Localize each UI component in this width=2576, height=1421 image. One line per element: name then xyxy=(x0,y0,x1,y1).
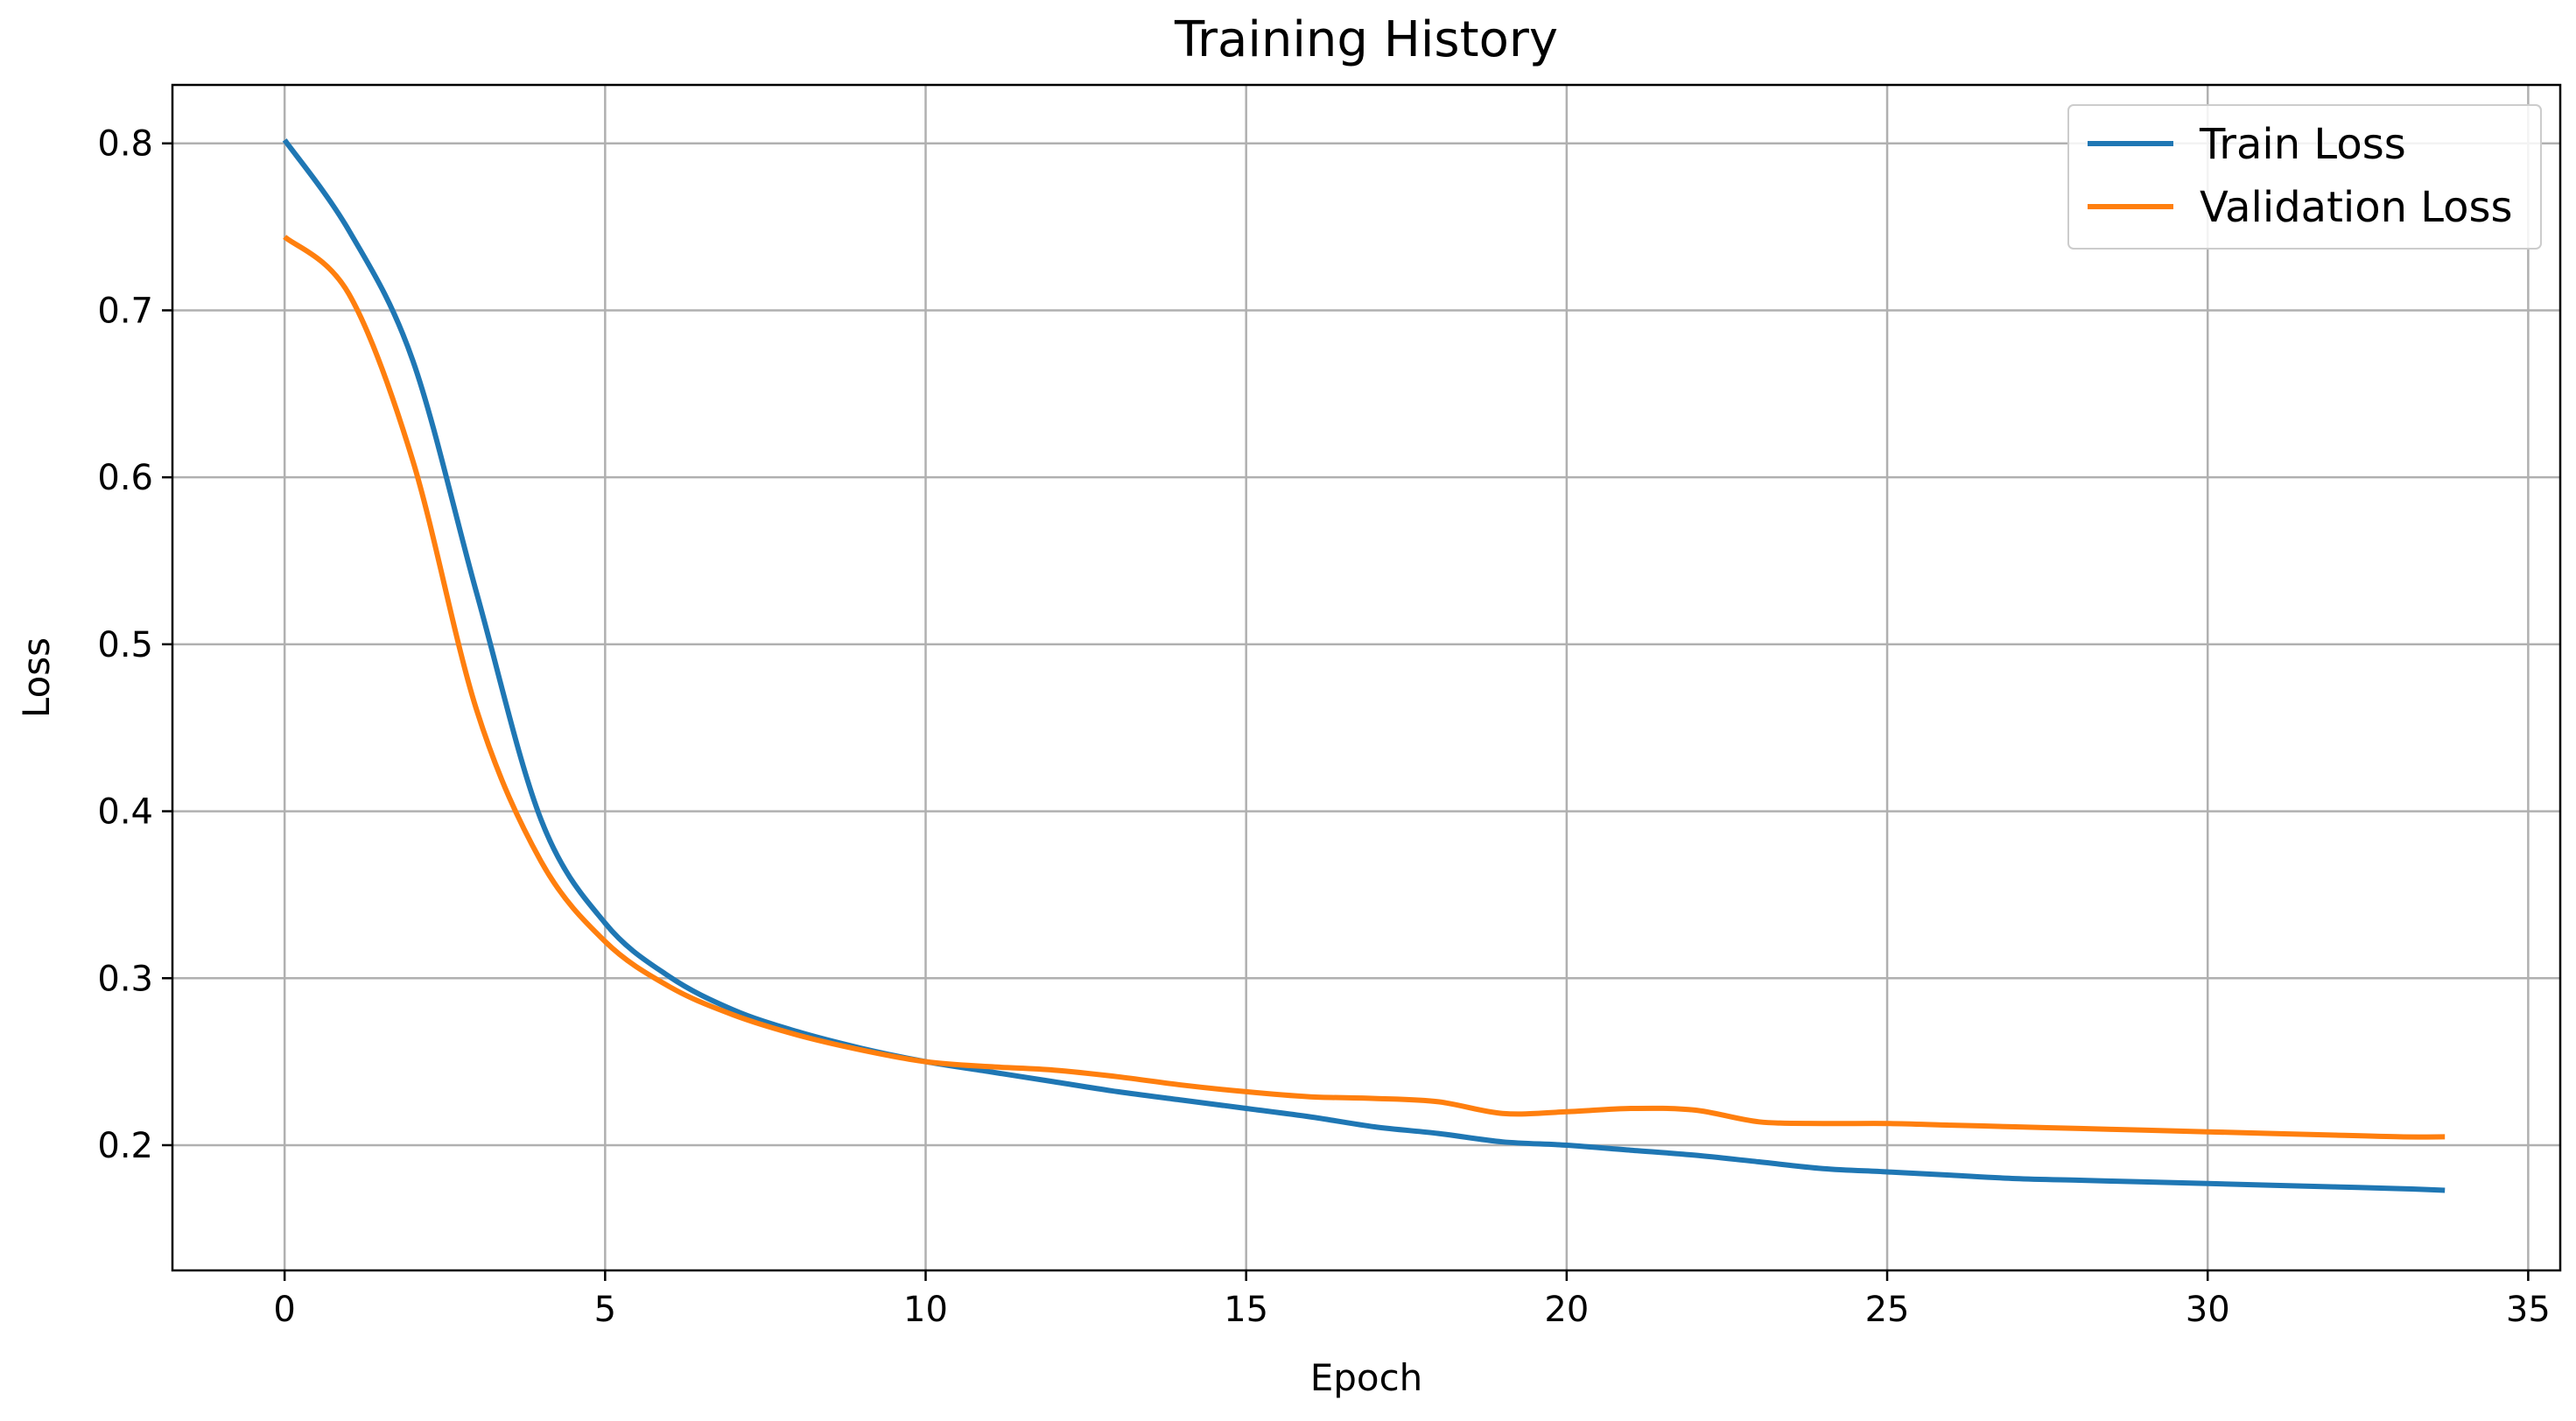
legend: Train Loss Validation Loss xyxy=(2067,104,2542,250)
y-tick-label-4: 0.6 xyxy=(97,458,153,498)
x-axis-ticks: 0 5 10 15 20 25 30 35 xyxy=(273,1270,2551,1330)
series-line-validation-loss xyxy=(283,235,2446,1140)
x-tick-label-3: 15 xyxy=(1224,1290,1268,1330)
x-tick-label-4: 20 xyxy=(1544,1290,1589,1330)
grid-lines xyxy=(172,85,2560,1270)
x-tick-label-2: 10 xyxy=(903,1290,948,1330)
plot-area-frame xyxy=(171,83,2562,1272)
y-tick-label-1: 0.3 xyxy=(97,959,153,999)
x-axis-label: Epoch xyxy=(1310,1356,1423,1399)
x-tick-label-1: 5 xyxy=(594,1290,616,1330)
series-lines xyxy=(282,138,2446,1193)
x-tick-label-6: 30 xyxy=(2186,1290,2230,1330)
y-tick-label-0: 0.2 xyxy=(97,1126,153,1166)
legend-label-validation-loss: Validation Loss xyxy=(2200,183,2513,232)
y-tick-label-3: 0.5 xyxy=(97,625,153,665)
x-tick-label-7: 35 xyxy=(2506,1290,2551,1330)
chart-title: Training History xyxy=(1174,11,1558,68)
y-tick-label-2: 0.4 xyxy=(97,792,153,833)
y-tick-label-6: 0.8 xyxy=(97,124,153,165)
y-axis-ticks: 0.2 0.3 0.4 0.5 0.6 0.7 0.8 xyxy=(97,124,172,1166)
series-line-train-loss xyxy=(282,138,2446,1193)
x-tick-label-0: 0 xyxy=(273,1290,295,1330)
y-axis-label: Loss xyxy=(15,637,58,718)
legend-label-train-loss: Train Loss xyxy=(2199,120,2406,169)
legend-box xyxy=(2067,104,2542,250)
y-tick-label-5: 0.7 xyxy=(97,291,153,331)
x-tick-label-5: 25 xyxy=(1865,1290,1910,1330)
